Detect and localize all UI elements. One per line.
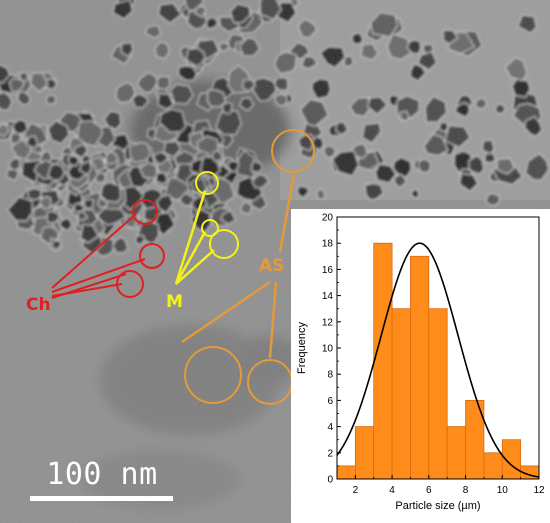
chain-arrows <box>51 213 146 299</box>
histogram-bar <box>391 308 411 480</box>
micelles-label: M <box>166 292 183 312</box>
histogram-bars <box>336 242 540 480</box>
chains-label: Ch <box>26 295 51 315</box>
y-tick-label: 12 <box>322 317 334 328</box>
y-tick-label: 20 <box>322 213 334 224</box>
y-tick-label: 2 <box>327 448 333 459</box>
scale-bar-line <box>30 496 173 501</box>
micelle-circle-3 <box>209 229 239 259</box>
x-tick-label: 10 <box>497 485 509 496</box>
aggregate-circle-1 <box>271 129 315 173</box>
y-tick-label: 8 <box>327 370 333 381</box>
aggregate-arrows <box>181 173 296 359</box>
x-tick-label: 6 <box>426 485 432 496</box>
micelle-arrows <box>174 190 215 285</box>
micelle-arrow-1 <box>174 190 207 285</box>
x-tick-label: 4 <box>389 485 395 496</box>
y-tick-label: 18 <box>322 239 334 250</box>
histogram-bar <box>410 255 430 480</box>
histogram-bar <box>428 308 448 480</box>
scale-bar: 100 nm <box>22 458 182 506</box>
chain-arrow-4 <box>51 273 127 299</box>
histogram-chart: 0 2 4 6 8 10 12 14 16 18 20 2 4 6 8 10 12 Frequency Part… <box>296 213 545 513</box>
scale-bar-label: 100 nm <box>46 457 158 492</box>
y-tick-label: 14 <box>322 291 334 302</box>
aggregate-arrow-1 <box>278 173 296 253</box>
histogram-bar <box>354 426 375 480</box>
x-tick-label: 8 <box>463 485 469 496</box>
x-axis-label: Particle size (µm) <box>395 500 480 512</box>
micelle-arrow-3 <box>175 249 215 285</box>
chain-arrow-1 <box>51 213 137 289</box>
aggregates-label: AS <box>259 256 285 276</box>
y-tick-label: 0 <box>327 475 333 486</box>
histogram-bar <box>336 465 356 480</box>
x-tick-label: 2 <box>353 485 359 496</box>
y-axis-label: Frequency <box>296 322 308 374</box>
y-tick-label: 4 <box>327 422 333 433</box>
histogram-bar <box>373 242 393 480</box>
y-tick-label: 10 <box>322 344 334 355</box>
chain-arrow-2 <box>51 258 146 293</box>
micelle-circle-1 <box>195 171 219 195</box>
aggregate-arrow-3 <box>268 281 278 359</box>
y-tick-label: 6 <box>327 396 333 407</box>
histogram-bar <box>446 426 466 480</box>
gaussian-fit-curve <box>336 242 540 478</box>
chain-circle-1 <box>132 199 158 225</box>
histogram-inset: 0 2 4 6 8 10 12 14 16 18 20 2 4 6 8 10 12 Frequency Part… <box>291 209 550 523</box>
aggregate-circle-2 <box>184 346 242 404</box>
chain-circle-2 <box>139 243 165 269</box>
axis-ticks: 0 2 4 6 8 10 12 14 16 18 20 2 4 6 8 10 12 <box>322 213 545 497</box>
aggregate-arrow-2 <box>181 280 271 344</box>
x-tick-label: 12 <box>533 485 545 496</box>
micelle-circle-2 <box>201 219 219 237</box>
y-tick-label: 16 <box>322 265 334 276</box>
micelle-annotations <box>195 171 239 259</box>
histogram-bar <box>483 452 503 480</box>
micelle-arrow-2 <box>174 231 207 285</box>
